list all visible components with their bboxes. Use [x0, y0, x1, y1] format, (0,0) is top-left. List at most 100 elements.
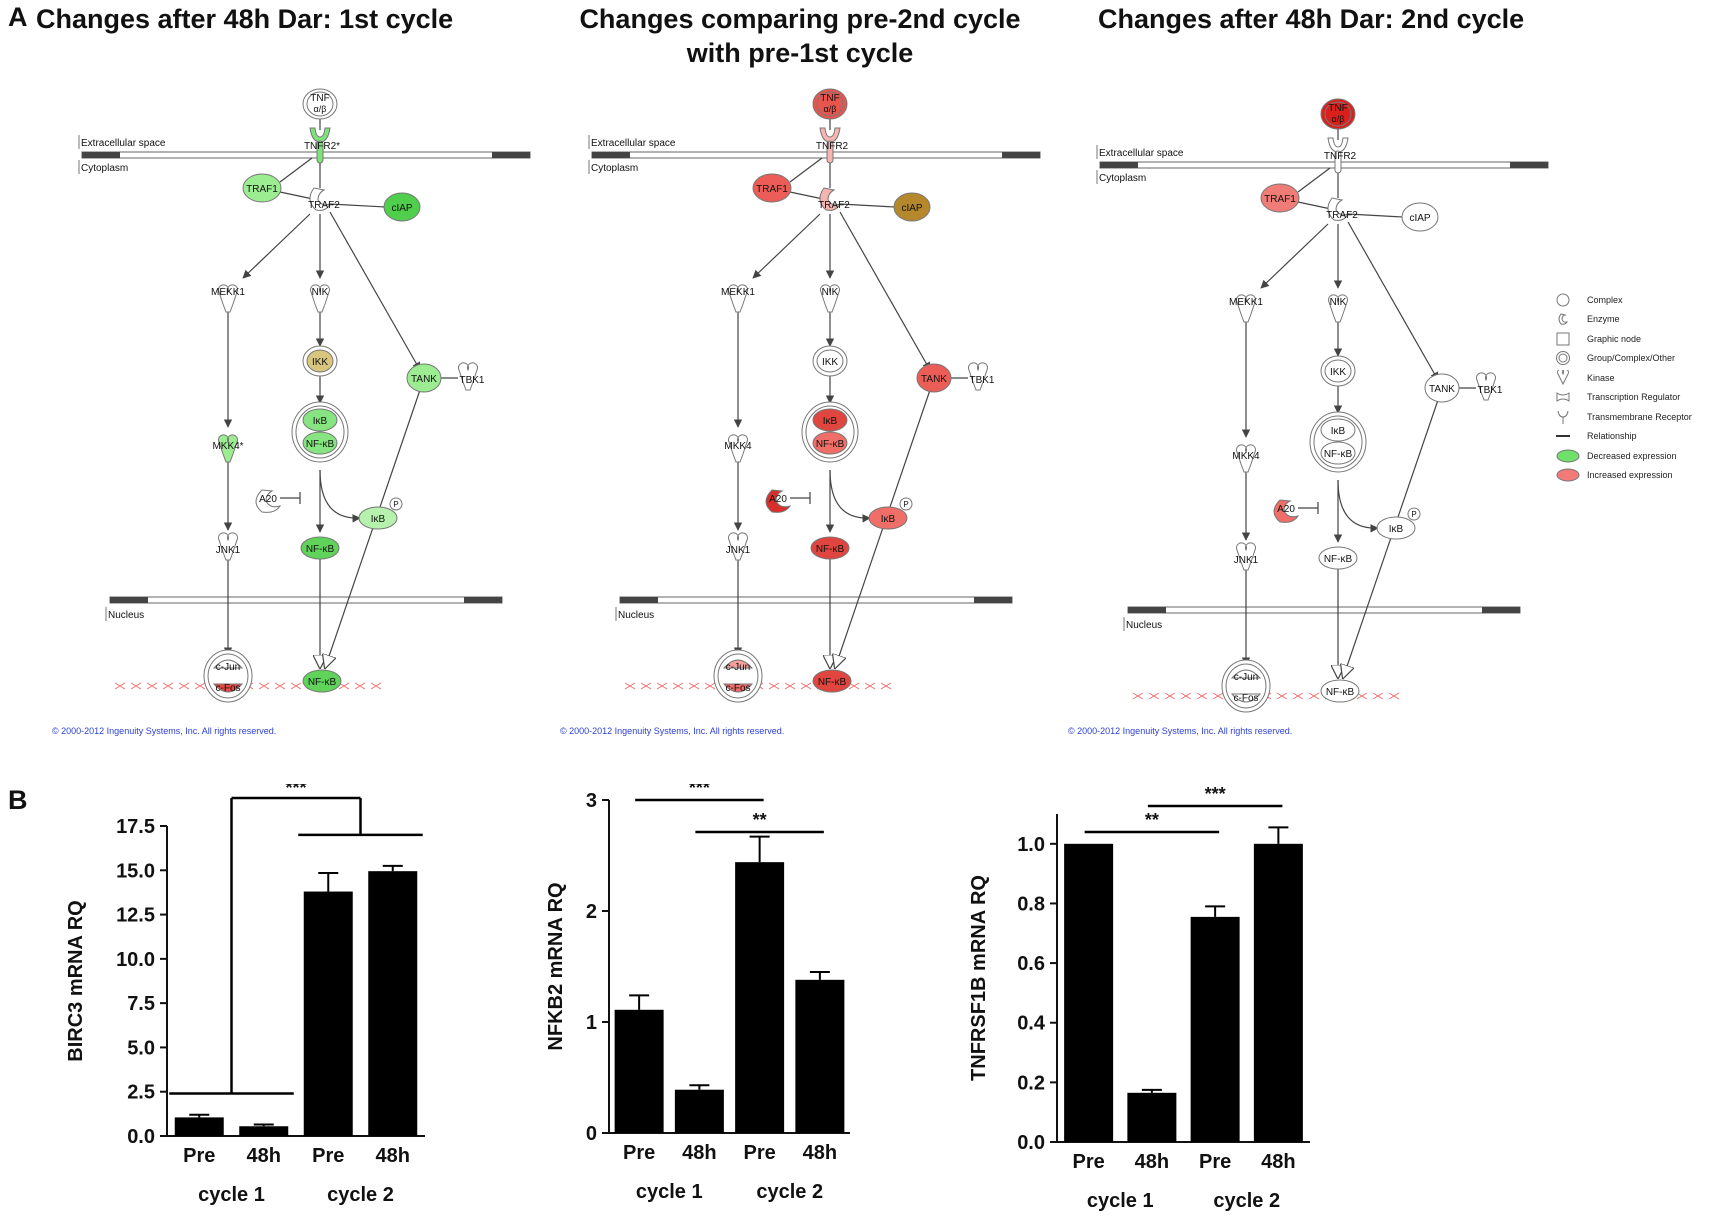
legend-label: Kinase: [1587, 372, 1615, 383]
x-tick-label: 48h: [376, 1145, 410, 1167]
node-cjun-cfos-complex: c-Jun c-Fos: [713, 649, 763, 703]
svg-text:MKK4: MKK4: [724, 441, 752, 452]
svg-text:α/β: α/β: [824, 104, 837, 114]
nuclear-membrane: [619, 596, 1013, 604]
bar: [1064, 843, 1114, 1142]
bar: [1127, 1092, 1177, 1142]
node-mkk4: MKK4: [1232, 444, 1260, 473]
svg-text:TANK: TANK: [1429, 384, 1455, 395]
legend-label: Graphic node: [1587, 333, 1642, 344]
x-tick-label: Pre: [1199, 1151, 1231, 1173]
bar: [239, 1126, 289, 1136]
svg-text:NF-κB: NF-κB: [306, 439, 335, 450]
svg-text:TRAF1: TRAF1: [756, 184, 788, 195]
node-cjun-cfos-complex: c-Jun c-Fos: [203, 649, 253, 703]
svg-text:cIAP: cIAP: [391, 203, 412, 214]
group-complex-icon: [1555, 350, 1581, 366]
panel-b-letter: B: [8, 785, 28, 815]
svg-text:TNFR2: TNFR2: [816, 141, 849, 152]
node-nfkb-cytoplasm: NF-κB: [1318, 546, 1358, 570]
node-mekk1: MEKK1: [211, 284, 245, 313]
node-ciap: cIAP: [383, 192, 421, 222]
node-tank: TANK: [916, 363, 952, 393]
svg-text:TBK1: TBK1: [459, 375, 484, 386]
node-ikb-nfkb-complex: IκB NF-κB: [1309, 411, 1367, 473]
cytoplasm-label: Cytoplasm: [1096, 170, 1146, 184]
node-nfkb-nucleus: NF-κB: [812, 669, 852, 693]
kinase-icon: [1555, 368, 1581, 386]
bar: [174, 1117, 224, 1136]
y-tick-label: 2.5: [127, 1082, 155, 1104]
bar: [674, 1089, 724, 1133]
svg-text:MEKK1: MEKK1: [721, 287, 755, 298]
x-tick-label: 48h: [1261, 1151, 1295, 1173]
node-traf2: TRAF2: [308, 187, 340, 211]
node-nik: NIK: [310, 284, 330, 313]
svg-text:TBK1: TBK1: [1477, 385, 1502, 396]
node-nik: NIK: [820, 284, 840, 313]
node-tnfr2: TNFR2: [1324, 137, 1357, 174]
svg-text:IKK: IKK: [312, 357, 328, 368]
legend-label: Complex: [1587, 294, 1623, 305]
nucleus-label: Nucleus: [1123, 617, 1162, 631]
x-tick-label: 48h: [682, 1142, 716, 1164]
significance-label: **: [753, 810, 767, 830]
node-tbk1: TBK1: [968, 362, 995, 391]
svg-text:NF-κB: NF-κB: [308, 677, 337, 688]
x-tick-label: Pre: [183, 1145, 215, 1167]
svg-text:cIAP: cIAP: [1409, 213, 1430, 224]
node-ikb-phospho: IκB P: [868, 497, 913, 530]
svg-text:TNF: TNF: [310, 93, 329, 104]
node-mkk4: MKK4: [724, 434, 752, 463]
svg-text:Cytoplasm: Cytoplasm: [81, 163, 128, 174]
bar: [795, 979, 845, 1133]
significance-label: ***: [1205, 784, 1226, 804]
cytoplasm-label: Cytoplasm: [78, 160, 128, 174]
node-ciap: cIAP: [893, 192, 931, 222]
svg-text:MKK4*: MKK4*: [212, 441, 243, 452]
svg-text:Extracellular space: Extracellular space: [1099, 148, 1184, 159]
y-tick-label: 0.0: [1017, 1132, 1045, 1154]
node-jnk1: JNK1: [1234, 542, 1259, 571]
diagram-2-title-line2: with pre-1st cycle: [686, 38, 914, 68]
group-label: cycle 2: [327, 1184, 394, 1206]
svg-text:IκB: IκB: [881, 514, 896, 525]
svg-text:cIAP: cIAP: [901, 203, 922, 214]
y-tick-label: 7.5: [127, 993, 155, 1015]
pathway-edges: [733, 118, 968, 668]
extracellular-label: Extracellular space: [588, 135, 676, 149]
legend-label: Relationship: [1587, 431, 1637, 442]
y-tick-label: 3: [586, 790, 597, 812]
node-nik: NIK: [1328, 294, 1348, 323]
cytoplasm-label: Cytoplasm: [588, 160, 638, 174]
node-traf1: TRAF1: [752, 173, 792, 203]
svg-text:Extracellular space: Extracellular space: [591, 138, 676, 149]
svg-text:P: P: [1411, 510, 1416, 519]
legend-label: Decreased expression: [1587, 450, 1677, 461]
graphic-node-icon: [1555, 331, 1581, 347]
significance-bracket: [169, 796, 423, 1095]
node-ikb-phospho: IκB P: [1376, 507, 1421, 540]
increased-expression-icon: [1555, 467, 1581, 483]
diagram-2-copyright: © 2000-2012 Ingenuity Systems, Inc. All …: [560, 726, 785, 736]
extracellular-label: Extracellular space: [1096, 145, 1184, 159]
node-mekk1: MEKK1: [1229, 294, 1263, 323]
y-tick-label: 1: [586, 1012, 597, 1034]
y-tick-label: 5.0: [127, 1037, 155, 1059]
legend-item: Kinase: [1555, 368, 1713, 388]
node-mekk1: MEKK1: [721, 284, 755, 313]
node-tnfr2: TNFR2: [816, 127, 849, 164]
svg-text:A20: A20: [259, 494, 277, 505]
node-ikb-nfkb-complex: IκB NF-κB: [291, 401, 349, 463]
svg-text:NF-κB: NF-κB: [1324, 554, 1353, 565]
pathway-diagrams: Extracellular spaceCytoplasmNucleusTNFα/…: [78, 88, 1549, 713]
node-tank: TANK: [1424, 373, 1460, 403]
legend-item: Transmembrane Receptor: [1555, 407, 1713, 427]
pathway-diagram-1: Extracellular space Cytoplasm Nucleus TNFα/…: [78, 88, 531, 703]
svg-text:TNF: TNF: [820, 93, 839, 104]
node-traf1: TRAF1: [242, 173, 282, 203]
significance-label: **: [1145, 810, 1159, 830]
legend-item: Graphic node: [1555, 329, 1713, 349]
